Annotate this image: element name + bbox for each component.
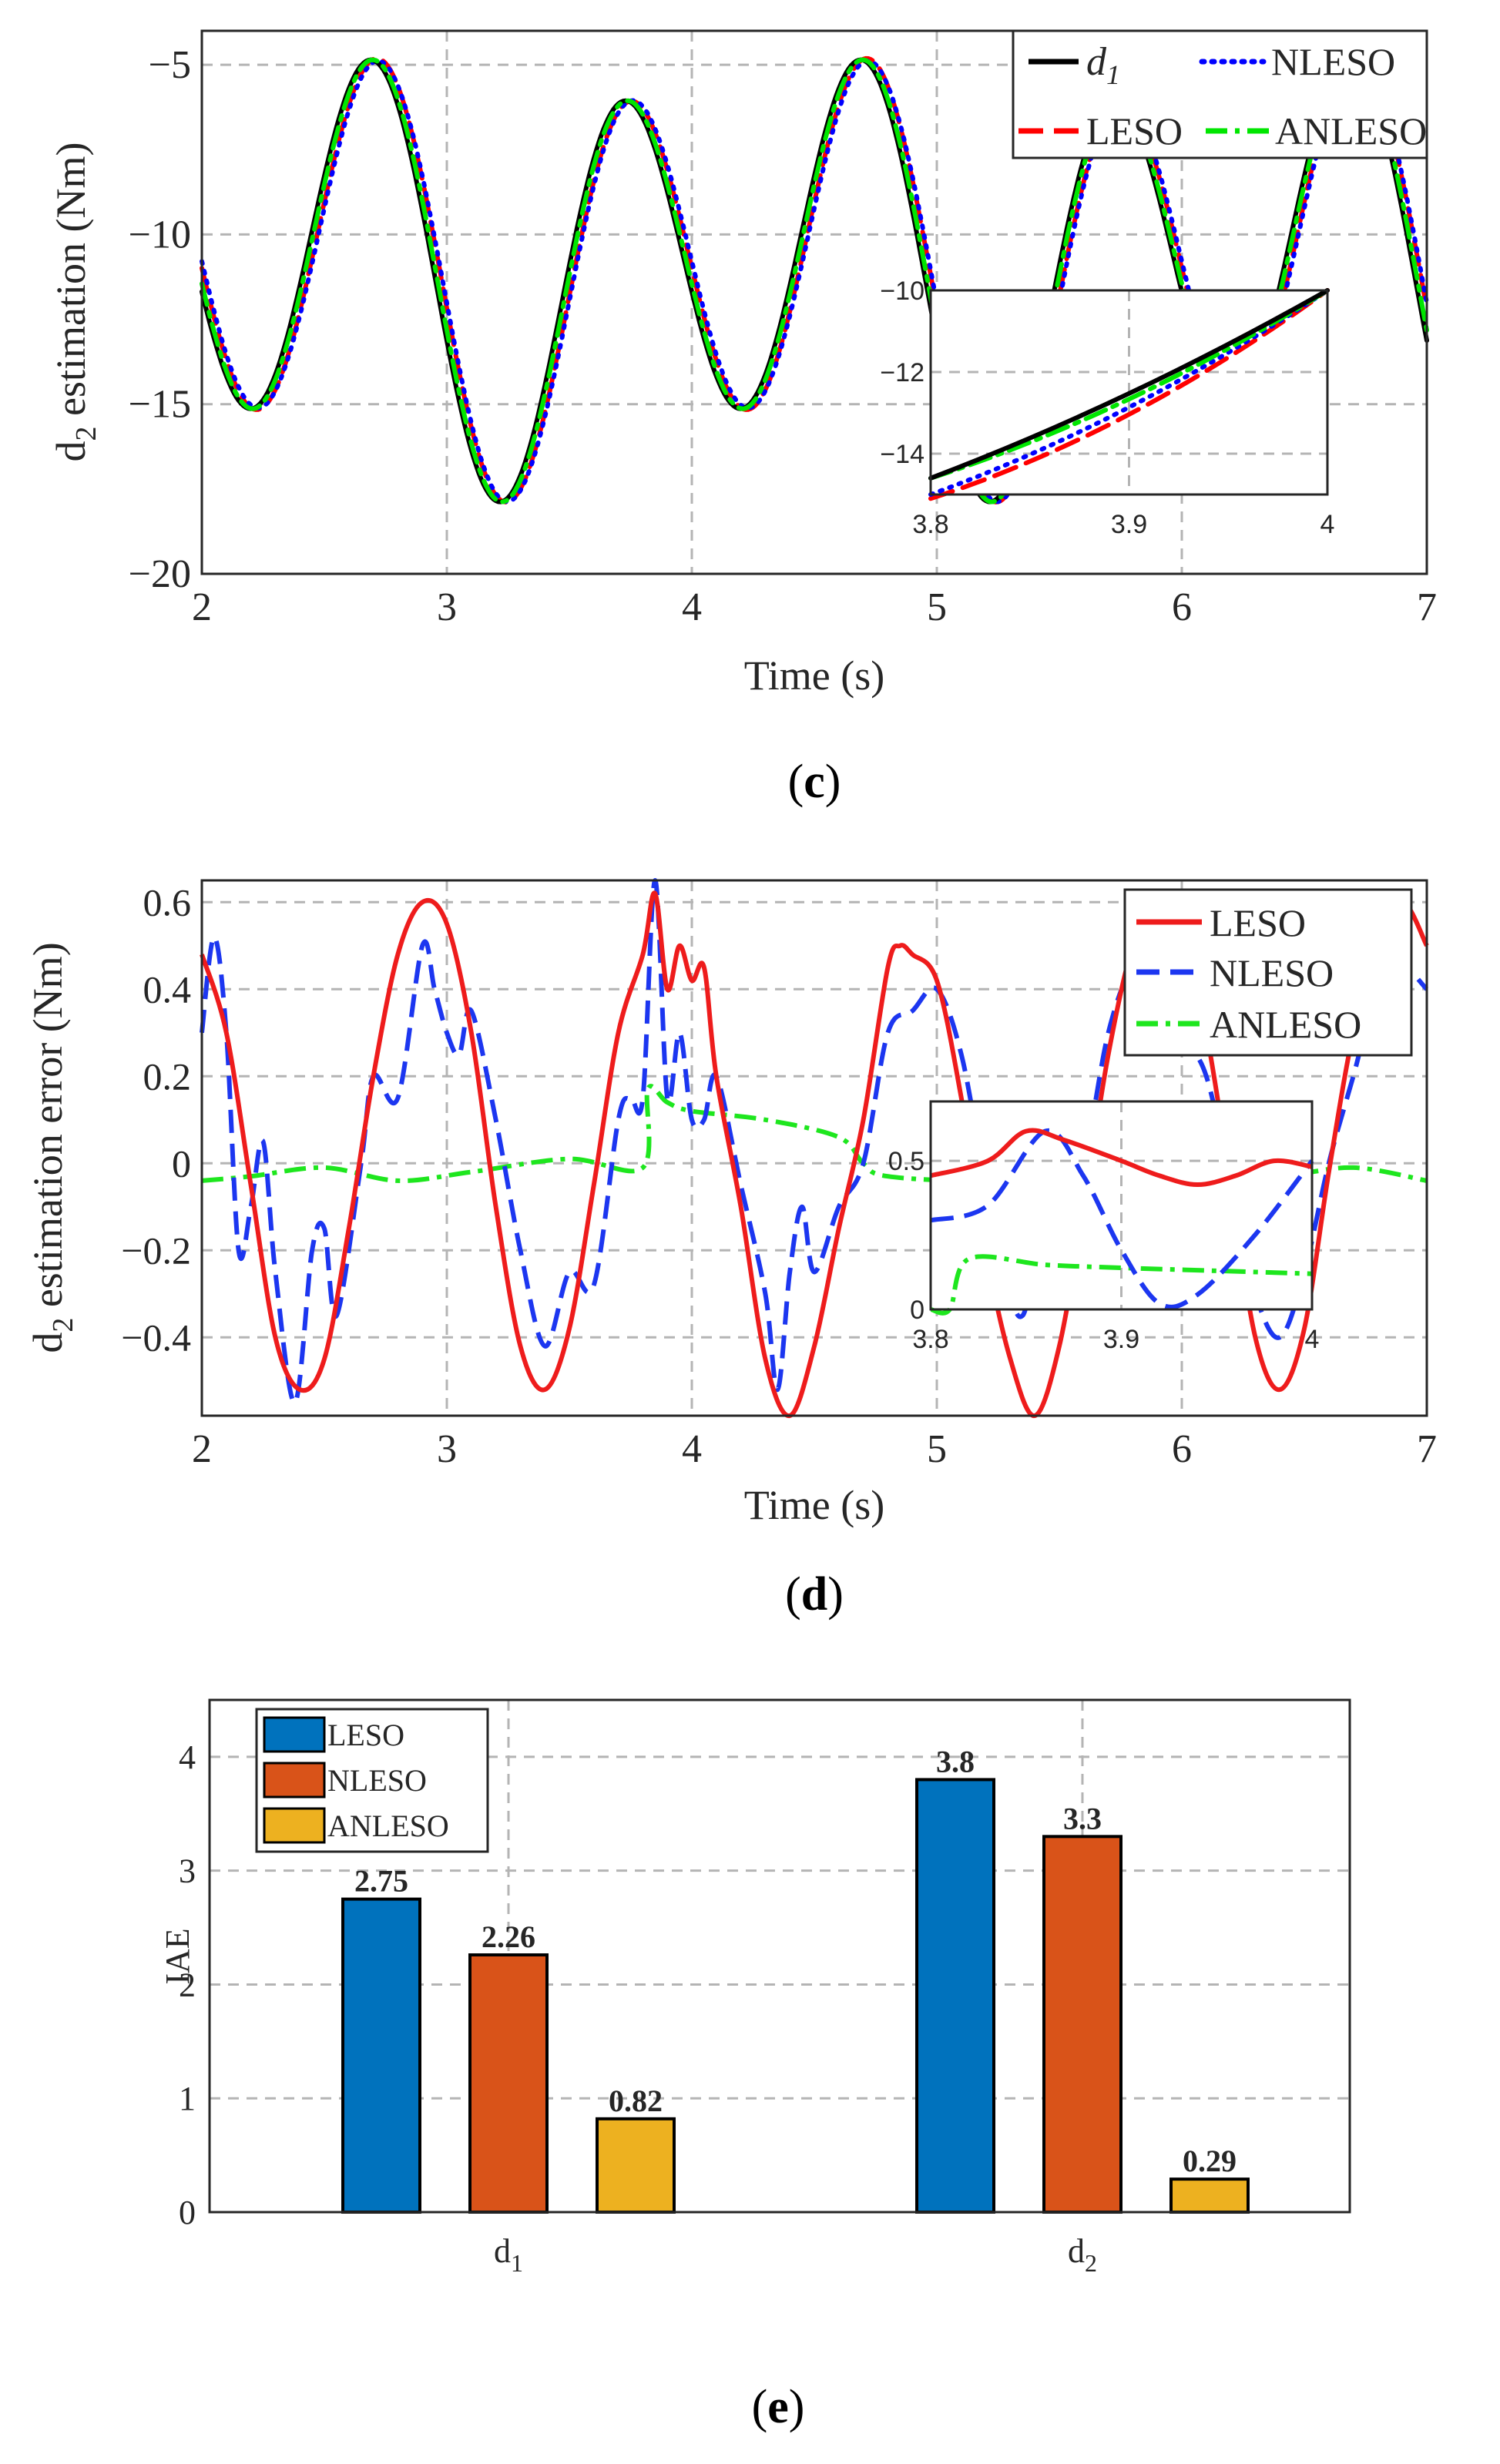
panel-e: 2.75 3.8 2.26 3.3 0.82 0.29 0 1 2 3 4 d1 d2 IAE LES…	[159, 1698, 1351, 2433]
panel-c-inset-ytick: −12	[880, 358, 924, 387]
legend-d-nleso-label: NLESO	[1210, 951, 1334, 994]
panel-d-inset-xtick: 4	[1305, 1325, 1320, 1354]
legend-e-leso-swatch	[263, 1716, 326, 1753]
bar-anleso-d2	[1169, 2177, 1250, 2214]
panel-e-legend: LESO NLESO ANLESO	[255, 1708, 489, 1853]
panel-e-xtick: d1	[494, 2232, 523, 2277]
panel-c-xtick: 3	[437, 585, 457, 629]
panel-d-ytick: −0.2	[121, 1229, 191, 1272]
panel-e-xtick: d2	[1068, 2232, 1097, 2277]
panel-c-inset-xtick: 3.9	[1111, 510, 1147, 539]
panel-d-caption: (d)	[785, 1568, 844, 1621]
panel-d-inset-xtick: 3.9	[1103, 1325, 1139, 1354]
panel-c-ytick: −20	[129, 552, 191, 596]
panel-c-xtick: 2	[192, 585, 212, 629]
legend-d-anleso-label: ANLESO	[1210, 1003, 1361, 1046]
bar-anleso-d1	[596, 2117, 676, 2214]
panel-d-inset-series-leso	[930, 1128, 1313, 1188]
panel-c-series-anleso	[200, 57, 1429, 505]
bar-value-label: 3.8	[936, 1744, 975, 1778]
panel-e-ytick: 3	[179, 1852, 196, 1890]
panel-c-inset-series-d1	[928, 288, 1330, 481]
panel-c-inset: 3.8 3.9 4 −10 −12 −14	[880, 277, 1334, 539]
panel-d-legend: LESO NLESO ANLESO	[1123, 888, 1413, 1057]
panel-d-inset-series-nleso	[930, 1128, 1314, 1309]
panel-c-xtick: 6	[1172, 585, 1192, 629]
legend-nleso-label: NLESO	[1271, 40, 1395, 83]
panel-d: 2 3 4 5 6 7 −0.4 −0.2 0 0.2 0.4 0.6 Time (s) d2 est…	[25, 877, 1437, 1621]
panel-e-ytick: 0	[179, 2194, 196, 2231]
panel-d-xlabel: Time (s)	[744, 1482, 885, 1528]
panel-c: 2 3 4 5 6 7 −20 −15 −10 −5 Time (s) d2 estimation…	[48, 29, 1437, 808]
panel-d-inset-ytick: 0.5	[888, 1147, 924, 1176]
bar-value-label: 2.26	[482, 1919, 535, 1954]
panel-d-axes-box	[200, 879, 1428, 1417]
panel-e-axes-box	[208, 1698, 1351, 2214]
panel-d-ytick: 0	[172, 1141, 191, 1185]
legend-anleso-label: ANLESO	[1275, 109, 1427, 153]
panel-e-ytick: 1	[179, 2080, 196, 2117]
panel-c-ytick: −5	[149, 43, 191, 87]
panel-d-ylabel: d2 estimation error (Nm)	[25, 942, 79, 1353]
panel-c-inset-ytick: −10	[880, 277, 924, 306]
panel-c-legend: d1 NLESO LESO ANLESO	[1012, 29, 1428, 159]
panel-d-ytick: 0.4	[143, 967, 192, 1011]
panel-c-ytick: −10	[129, 213, 191, 256]
panel-c-axes-box	[200, 29, 1428, 575]
panel-e-ylabel: IAE	[159, 1928, 196, 1984]
panel-e-ytick: 4	[179, 1738, 196, 1776]
panel-c-ylabel: d2 estimation (Nm)	[48, 142, 102, 462]
panel-d-inset-ytick: 0	[910, 1296, 924, 1325]
panel-d-xtick: 3	[437, 1427, 457, 1471]
panel-d-inset-xtick: 3.8	[912, 1325, 948, 1354]
panel-d-xtick: 6	[1172, 1427, 1192, 1471]
legend-e-nleso-label: NLESO	[327, 1763, 427, 1798]
panel-c-inset-xtick: 3.8	[912, 510, 948, 539]
legend-e-leso-label: LESO	[327, 1718, 404, 1752]
panel-c-xtick: 5	[927, 585, 947, 629]
panel-c-inset-xtick: 4	[1320, 510, 1335, 539]
panel-d-xtick: 4	[682, 1427, 702, 1471]
bar-nleso-d2	[1042, 1835, 1122, 2214]
panel-c-inset-series-anleso	[928, 288, 1330, 481]
panel-d-xtick: 2	[192, 1427, 212, 1471]
bar-leso-d1	[341, 1897, 421, 2214]
panel-c-inset-ytick: −14	[880, 440, 924, 469]
panel-c-xlabel: Time (s)	[744, 652, 885, 699]
panel-c-xtick: 7	[1417, 585, 1437, 629]
bar-nleso-d1	[468, 1953, 549, 2214]
legend-d1-label: d1	[1086, 40, 1120, 90]
legend-e-anleso-label: ANLESO	[327, 1809, 449, 1843]
bar-value-label: 3.3	[1063, 1801, 1102, 1835]
legend-e-nleso-swatch	[263, 1762, 326, 1799]
panel-d-inset: 3.8 3.9 4 0 0.5	[888, 1100, 1320, 1354]
panel-d-xtick: 7	[1417, 1427, 1437, 1471]
panel-d-ytick: −0.4	[121, 1316, 191, 1359]
bar-value-label: 0.29	[1183, 2144, 1237, 2178]
panel-c-inset-series-leso	[928, 288, 1330, 501]
bar-leso-d2	[915, 1778, 995, 2214]
legend-leso-label: LESO	[1086, 109, 1183, 153]
bar-value-label: 2.75	[354, 1864, 408, 1899]
panel-d-ytick: 0.2	[143, 1054, 192, 1098]
panel-e-ytick: 2	[179, 1966, 196, 2003]
panel-d-ytick: 0.6	[143, 880, 192, 924]
panel-e-caption: (e)	[752, 2381, 805, 2433]
legend-d-leso-label: LESO	[1210, 901, 1306, 944]
panel-c-caption: (c)	[788, 756, 841, 808]
bar-value-label: 0.82	[609, 2084, 663, 2118]
panel-d-xtick: 5	[927, 1427, 947, 1471]
legend-e-anleso-swatch	[263, 1807, 326, 1844]
panel-c-xtick: 4	[682, 585, 702, 629]
panel-c-ytick: −15	[129, 383, 191, 427]
